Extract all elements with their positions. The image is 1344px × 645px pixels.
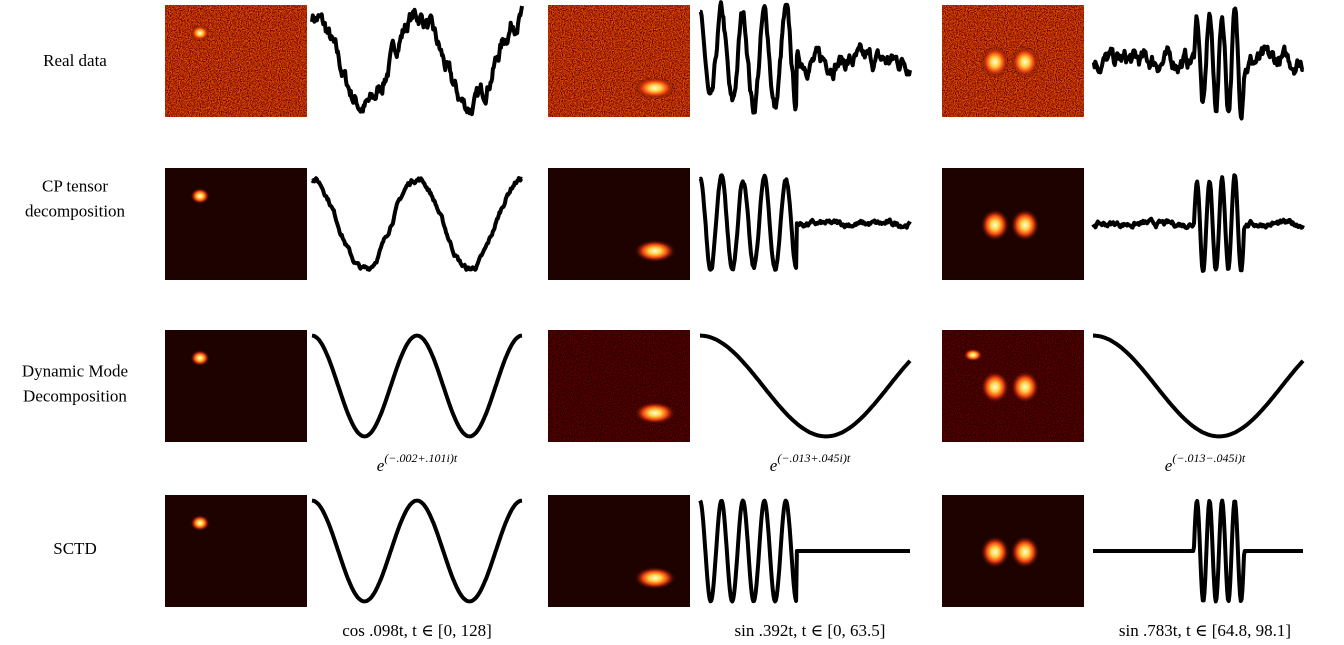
image-background <box>165 330 307 442</box>
image-background <box>548 495 690 607</box>
blob <box>190 188 210 204</box>
heatmap-image <box>942 330 1084 442</box>
curve <box>310 333 524 439</box>
curve <box>698 0 912 115</box>
heatmap-image <box>548 5 690 117</box>
image-noise <box>548 330 690 442</box>
curve <box>1091 333 1305 439</box>
caption-base: e <box>770 456 778 475</box>
heatmap-image <box>942 168 1084 280</box>
sctd-caption: sin .783t, t ∈ [64.8, 98.1] <box>1119 621 1291 640</box>
blob <box>1010 536 1040 568</box>
blob <box>980 371 1010 403</box>
row-label: Real data <box>43 51 107 70</box>
row-label: Decomposition <box>23 386 127 405</box>
blob <box>634 401 676 425</box>
image-background <box>165 495 307 607</box>
blob <box>1010 209 1040 241</box>
row-label: Dynamic Mode <box>22 361 128 380</box>
curve <box>310 176 524 272</box>
dmd-caption: e(−.002+.101i)t <box>377 451 458 475</box>
blob <box>1010 46 1040 78</box>
caption-exponent: (−.013+.045i)t <box>777 451 851 465</box>
row-label: CP tensor <box>42 176 108 195</box>
blob <box>190 350 210 366</box>
blob <box>980 209 1010 241</box>
sctd-caption: sin .392t, t ∈ [0, 63.5] <box>735 621 886 640</box>
image-background <box>548 168 690 280</box>
curve <box>1091 498 1305 604</box>
curve <box>698 173 912 272</box>
heatmap-image <box>548 330 690 442</box>
blob <box>1010 371 1040 403</box>
image-noise <box>165 5 307 117</box>
heatmap-image <box>165 168 307 280</box>
dmd-caption: e(−.013−.045i)t <box>1165 451 1246 475</box>
blob <box>634 76 676 100</box>
caption-exponent: (−.013−.045i)t <box>1172 451 1246 465</box>
blob <box>190 515 210 531</box>
blob <box>963 348 983 362</box>
curve <box>1091 6 1305 121</box>
blob <box>190 25 210 41</box>
image-noise <box>548 5 690 117</box>
dmd-caption: e(−.013+.045i)t <box>770 451 851 475</box>
image-background <box>165 168 307 280</box>
blob <box>980 536 1010 568</box>
curve <box>310 498 524 604</box>
caption-exponent: (−.002+.101i)t <box>384 451 458 465</box>
heatmap-image <box>165 5 307 117</box>
heatmap-image <box>548 168 690 280</box>
blob <box>634 239 676 263</box>
curve <box>698 333 912 439</box>
sctd-caption: cos .098t, t ∈ [0, 128] <box>342 621 492 640</box>
heatmap-image <box>548 495 690 607</box>
row-label: decomposition <box>25 201 126 220</box>
heatmap-image <box>942 495 1084 607</box>
curve <box>698 498 912 604</box>
caption-base: e <box>377 456 385 475</box>
blob <box>634 566 676 590</box>
caption-base: e <box>1165 456 1173 475</box>
heatmap-image <box>165 495 307 607</box>
curve <box>310 5 524 117</box>
blob <box>980 46 1010 78</box>
curve <box>1091 173 1305 273</box>
heatmap-image <box>942 5 1084 117</box>
row-label: SCTD <box>53 539 96 558</box>
heatmap-image <box>165 330 307 442</box>
